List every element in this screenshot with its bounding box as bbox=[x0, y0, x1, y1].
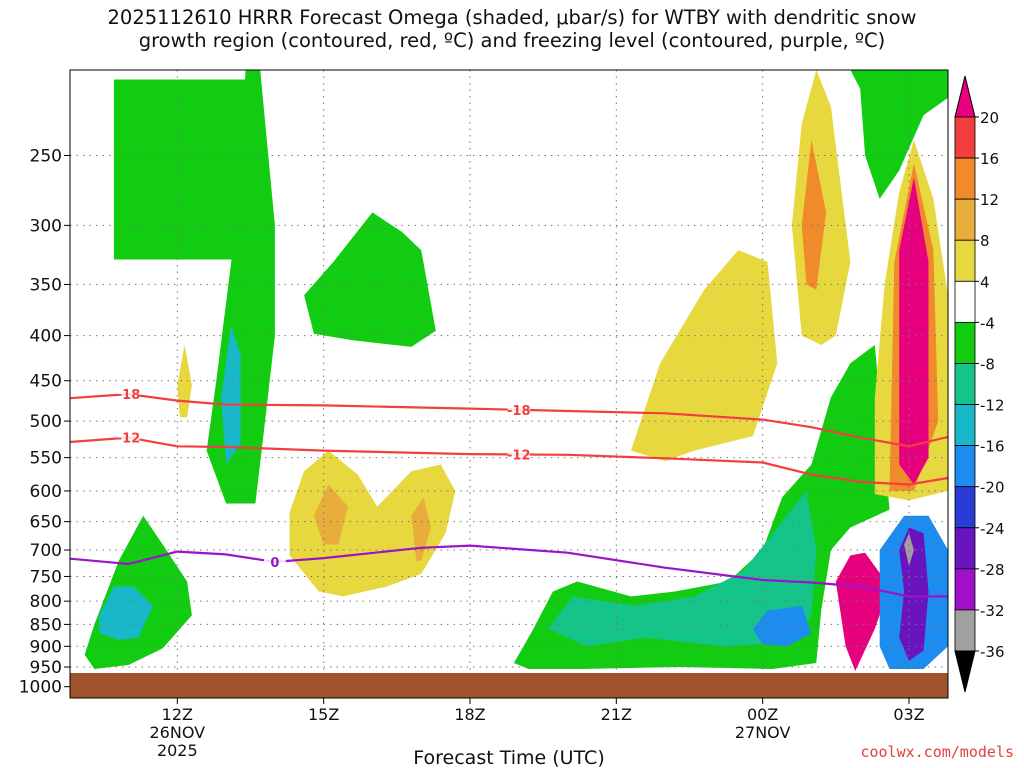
y-tick-label-850: 850 bbox=[30, 615, 62, 635]
omega-region-0 bbox=[113, 79, 256, 260]
colorbar-label-4: 4 bbox=[980, 273, 990, 291]
ground-surface bbox=[70, 673, 948, 698]
omega-region-10 bbox=[411, 497, 431, 561]
colorbar-label-0: 20 bbox=[980, 109, 999, 127]
colorbar-bin-8 bbox=[954, 445, 976, 488]
omega-region-12 bbox=[801, 139, 827, 290]
y-tick-label-750: 750 bbox=[30, 567, 62, 587]
omega-region-2 bbox=[304, 212, 436, 347]
x-tick-label-12Z: 12Z bbox=[162, 705, 193, 724]
colorbar-bin-5 bbox=[954, 321, 976, 364]
colorbar-label-13: -36 bbox=[980, 643, 1005, 661]
y-tick-label-550: 550 bbox=[30, 449, 62, 469]
colorbar-bin-0 bbox=[954, 116, 976, 159]
y-tick-label-700: 700 bbox=[30, 541, 62, 561]
omega-region-17 bbox=[99, 586, 153, 640]
omega-region-18 bbox=[221, 325, 241, 465]
credit-text: coolwx.com/models bbox=[860, 743, 1014, 761]
y-tick-label-250: 250 bbox=[30, 146, 62, 166]
x-tick-label-15Z: 15Z bbox=[308, 705, 339, 724]
omega-region-20 bbox=[752, 605, 812, 647]
colorbar-bin-12 bbox=[954, 609, 976, 652]
colorbar: 20 16 12 8 4 -4 -8 -12 -16 -20 -24 -28 -32 -36 bbox=[954, 75, 1005, 693]
contour-2 bbox=[70, 544, 948, 598]
y-tick-label-900: 900 bbox=[30, 637, 62, 657]
contour-label-1-1: -12 bbox=[507, 448, 531, 463]
omega-region-22 bbox=[899, 527, 929, 661]
x-tick-label-18Z: 18Z bbox=[454, 705, 485, 724]
omega-region-8 bbox=[289, 450, 456, 597]
y-tick-label-800: 800 bbox=[30, 592, 62, 612]
x-tick-label-00Z: 00Z bbox=[747, 705, 778, 724]
grid-lines bbox=[70, 70, 948, 698]
colorbar-label-3: 8 bbox=[980, 232, 990, 250]
omega-region-7 bbox=[177, 345, 192, 418]
omega-region-6 bbox=[630, 250, 778, 462]
colorbar-bin-6 bbox=[954, 363, 976, 405]
colorbar-bin-7 bbox=[954, 404, 976, 447]
y-tick-label-350: 350 bbox=[30, 275, 62, 295]
y-tick-label-1000: 1000 bbox=[19, 678, 62, 698]
contour-lines: -18 -18 -12 -12 0 bbox=[70, 386, 948, 598]
y-tick-label-600: 600 bbox=[30, 482, 62, 502]
omega-region-19 bbox=[548, 490, 817, 647]
omega-shading bbox=[84, 70, 948, 671]
y-tick-label-950: 950 bbox=[30, 658, 62, 678]
colorbar-bin-3 bbox=[954, 239, 976, 282]
contour-label-bg-0-0 bbox=[117, 386, 140, 402]
colorbar-bin-2 bbox=[954, 198, 976, 241]
chart-title-line-2: growth region (contoured, red, ºC) and f… bbox=[138, 29, 886, 52]
contour-label-0-1: -18 bbox=[507, 404, 531, 419]
x-axis-label: Forecast Time (UTC) bbox=[413, 747, 604, 768]
y-tick-label-500: 500 bbox=[30, 412, 62, 432]
colorbar-label-10: -24 bbox=[980, 520, 1005, 538]
omega-region-16 bbox=[835, 552, 890, 671]
colorbar-label-8: -16 bbox=[980, 438, 1005, 456]
contour-label-0-0: -18 bbox=[117, 388, 141, 403]
contour-label-1-0: -12 bbox=[117, 432, 141, 447]
colorbar-label-6: -8 bbox=[980, 355, 995, 373]
colorbar-top-arrow bbox=[954, 75, 976, 118]
x-tick-year-12Z: 2025 bbox=[157, 741, 198, 760]
omega-region-15 bbox=[899, 177, 929, 485]
y-tick-label-400: 400 bbox=[30, 327, 62, 347]
contour-1 bbox=[70, 436, 948, 486]
contour-label-2-0: 0 bbox=[270, 556, 279, 571]
x-tick-label-03Z: 03Z bbox=[893, 705, 924, 724]
contour-label-bg-1-1 bbox=[507, 446, 530, 462]
omega-region-5 bbox=[850, 70, 948, 199]
contour-label-bg-2-0 bbox=[263, 553, 286, 569]
y-tick-label-450: 450 bbox=[30, 372, 62, 392]
chart-title-line-1: 2025112610 HRRR Forecast Omega (shaded, … bbox=[107, 6, 917, 29]
y-axis: 2503003504004505005506006507007508008509… bbox=[19, 146, 70, 698]
colorbar-label-2: 12 bbox=[980, 191, 999, 209]
colorbar-label-7: -12 bbox=[980, 397, 1005, 415]
colorbar-label-1: 16 bbox=[980, 150, 999, 168]
colorbar-bin-1 bbox=[954, 157, 976, 200]
contour-label-bg-0-1 bbox=[507, 401, 530, 417]
y-tick-label-650: 650 bbox=[30, 513, 62, 533]
colorbar-bin-11 bbox=[954, 568, 976, 611]
colorbar-bin-10 bbox=[954, 527, 976, 570]
colorbar-bin-4 bbox=[954, 280, 976, 323]
colorbar-label-9: -20 bbox=[980, 479, 1005, 497]
colorbar-bottom-arrow bbox=[954, 650, 976, 693]
x-tick-date-12Z: 26NOV bbox=[150, 723, 206, 742]
colorbar-label-12: -32 bbox=[980, 602, 1005, 620]
contour-label-bg-1-0 bbox=[117, 429, 140, 445]
plot-frame bbox=[69, 69, 949, 699]
omega-region-9 bbox=[313, 484, 348, 545]
colorbar-label-11: -28 bbox=[980, 561, 1005, 579]
x-tick-label-21Z: 21Z bbox=[601, 705, 632, 724]
colorbar-label-5: -4 bbox=[980, 314, 995, 332]
chart-title: 2025112610 HRRR Forecast Omega (shaded, … bbox=[0, 6, 1024, 52]
y-tick-label-300: 300 bbox=[30, 216, 62, 236]
contour-0 bbox=[70, 393, 948, 448]
x-tick-date-00Z: 27NOV bbox=[735, 723, 791, 742]
colorbar-bin-9 bbox=[954, 486, 976, 529]
